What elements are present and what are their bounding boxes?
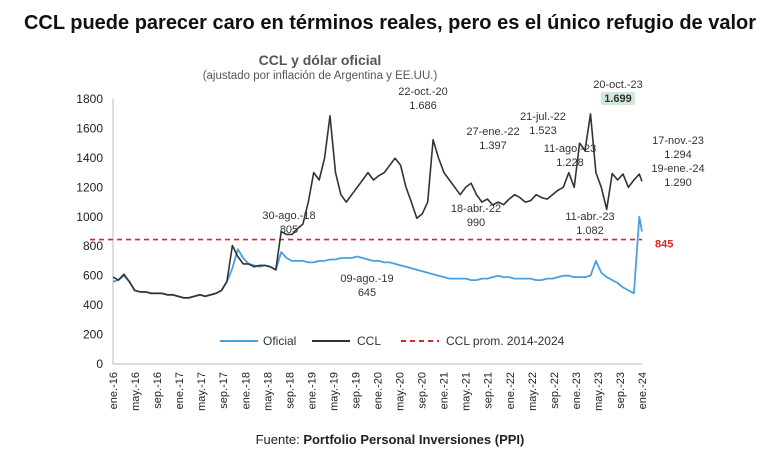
- source-prefix: Fuente:: [255, 432, 304, 447]
- chart-subtitle: (ajustado por inflación de Argentina y E…: [202, 70, 438, 82]
- annotation-date: 17-nov.-23: [652, 135, 704, 147]
- annotation-date: 22-oct.-20: [398, 86, 448, 98]
- x-tick-label: may.-16: [130, 372, 142, 411]
- x-tick-label: ene.-20: [373, 372, 385, 409]
- y-tick-label: 1800: [76, 92, 103, 106]
- y-tick-label: 600: [83, 269, 103, 283]
- x-tick-label: sep.-16: [152, 372, 164, 409]
- x-tick-label: sep.-17: [218, 372, 230, 409]
- annotation-value: 1.294: [664, 149, 692, 161]
- annotation-label: 17-nov.-23 1.294: [652, 135, 704, 161]
- series-layer: [112, 113, 643, 299]
- annotation-value: 990: [467, 217, 485, 229]
- y-tick-label: 1200: [76, 180, 103, 194]
- annotation-label: 27-ene.-22 1.397: [466, 126, 519, 152]
- annotation-date: 18-abr.-22: [451, 203, 501, 215]
- annotation-date: 19-ene.-24: [651, 163, 704, 175]
- annotations: 30-ago.-18 805 09-ago.-19 645 22-oct.-20 1.68…: [262, 79, 704, 299]
- x-tick-label: ene.-18: [240, 372, 252, 409]
- x-tick-label: ene.-21: [439, 372, 451, 409]
- x-tick-label: ene.-22: [505, 372, 517, 409]
- mean-value-label: 845: [655, 239, 673, 251]
- x-tick-label: may.-23: [593, 372, 605, 411]
- annotation-value: 1.228: [556, 157, 584, 169]
- y-tick-label: 1600: [76, 121, 103, 135]
- y-axis: 0 200 400 600 800 1000 1200 1400 1600 1800: [76, 92, 114, 371]
- y-tick-label: 1400: [76, 151, 103, 165]
- legend-label: CCL: [357, 334, 381, 348]
- x-tick-label: may.-20: [395, 372, 407, 411]
- annotation-label: 30-ago.-18 805: [262, 210, 315, 236]
- mean-line: 845: [90, 239, 673, 251]
- annotation-value: 1.686: [409, 100, 437, 112]
- legend-label: CCL prom. 2014-2024: [446, 334, 565, 348]
- annotation-value: 1.082: [576, 225, 604, 237]
- x-tick-label: may.-21: [461, 372, 473, 411]
- chart-title: CCL y dólar oficial: [258, 52, 382, 68]
- x-tick-label: ene.-17: [174, 372, 186, 409]
- annotation-date: 11-ago.-23: [544, 143, 596, 155]
- y-tick-label: 800: [83, 239, 103, 253]
- x-tick-label: sep.-20: [417, 372, 429, 409]
- legend-item: CCL: [312, 334, 381, 348]
- annotation-label: 09-ago.-19 645: [340, 273, 393, 299]
- x-tick-label: ene.-23: [571, 372, 583, 409]
- annotation-label: 18-abr.-22 990: [451, 203, 501, 229]
- series-oficial-line: [112, 215, 643, 299]
- annotation-label: 19-ene.-24 1.290: [651, 163, 704, 189]
- annotation-date: 27-ene.-22: [466, 126, 519, 138]
- annotation-label: 21-jul.-22 1.523: [520, 111, 566, 137]
- source-name: Portfolio Personal Inversiones (PPI): [303, 432, 525, 447]
- legend-item: Oficial: [220, 334, 296, 348]
- legend: Oficial CCL CCL prom. 2014-2024: [220, 334, 565, 348]
- annotation-date: 20-oct.-23: [593, 79, 643, 91]
- annotation-date: 11-abr.-23: [565, 211, 614, 223]
- x-tick-label: sep.-21: [483, 372, 495, 409]
- x-axis: ene.-16 may.-16 sep.-16 ene.-17 may.-17 sep.-…: [108, 363, 649, 411]
- annotation-date: 09-ago.-19: [340, 273, 393, 285]
- x-tick-label: ene.-19: [306, 372, 318, 409]
- page-headline: CCL puede parecer caro en términos reale…: [23, 12, 757, 34]
- x-tick-label: ene.-24: [637, 372, 649, 409]
- x-tick-label: may.-18: [262, 372, 274, 411]
- annotation-label: 22-oct.-20 1.686: [398, 86, 448, 112]
- x-tick-label: may.-17: [196, 372, 208, 411]
- series-ccl-line: [112, 113, 643, 299]
- annotation-date: 30-ago.-18: [262, 210, 315, 222]
- annotation-value: 645: [358, 287, 376, 299]
- y-tick-label: 400: [83, 298, 103, 312]
- y-tick-label: 200: [83, 328, 103, 342]
- y-tick-label: 1000: [76, 210, 103, 224]
- source-note: Fuente: Portfolio Personal Inversiones (…: [0, 432, 780, 447]
- annotation-label: 20-oct.-23 1.699: [593, 79, 643, 105]
- y-tick-label: 0: [96, 357, 103, 371]
- x-tick-label: ene.-16: [108, 372, 120, 409]
- legend-item: CCL prom. 2014-2024: [401, 334, 565, 348]
- x-tick-label: sep.-19: [350, 372, 362, 409]
- annotation-value: 805: [280, 224, 298, 236]
- x-tick-label: sep.-18: [284, 372, 296, 409]
- annotation-value: 1.523: [529, 125, 557, 137]
- annotation-date: 21-jul.-22: [520, 111, 566, 123]
- annotation-value: 1.290: [664, 177, 692, 189]
- annotation-value: 1.397: [479, 140, 507, 152]
- x-tick-label: may.-19: [328, 372, 340, 411]
- annotation-label: 11-ago.-23 1.228: [544, 143, 596, 169]
- legend-label: Oficial: [263, 334, 296, 348]
- x-tick-label: sep.-22: [549, 372, 561, 409]
- x-tick-label: may.-22: [527, 372, 539, 411]
- highlight-box: [601, 92, 635, 105]
- annotation-label: 11-abr.-23 1.082: [565, 211, 614, 237]
- x-tick-label: sep.-23: [615, 372, 627, 409]
- annotation-value: 1.699: [604, 93, 632, 105]
